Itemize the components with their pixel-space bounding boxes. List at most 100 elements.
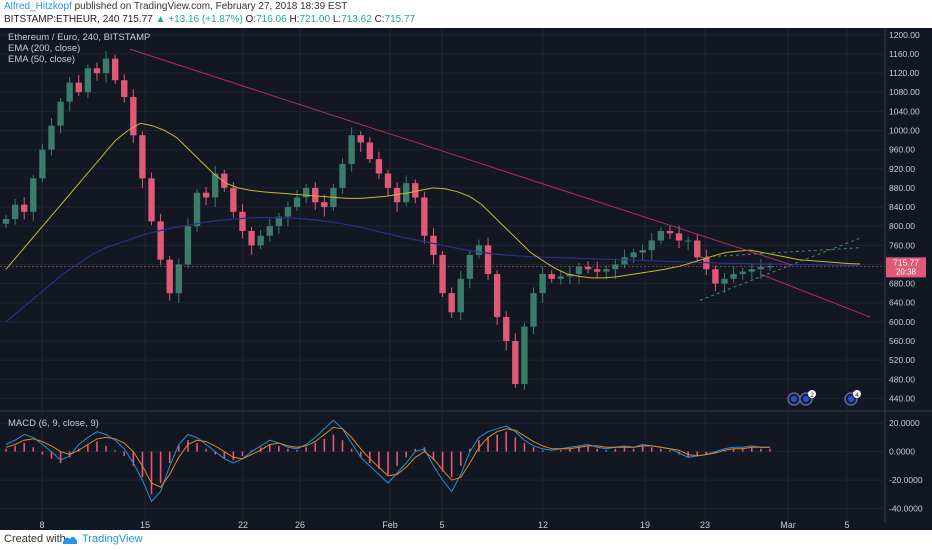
price-tick-label: 960.00 <box>889 145 915 155</box>
macd-legend: MACD (6, 9, close, 9) <box>8 418 99 429</box>
candle-body <box>730 274 737 279</box>
price-tick-label: 1160.00 <box>889 49 919 59</box>
time-tick-label: 5 <box>844 520 849 530</box>
event-count-badge <box>853 390 861 398</box>
macd-tick-label: -40.0000 <box>889 504 923 514</box>
time-tick-label: 19 <box>640 520 650 530</box>
chart-title: Ethereum / Euro, 240, BITSTAMP <box>8 32 150 43</box>
candle-body <box>430 235 437 255</box>
candle-body <box>639 250 646 253</box>
candle-body <box>530 293 537 327</box>
candle-body <box>212 173 219 198</box>
candle-body <box>748 269 755 272</box>
open-label: O: <box>245 14 257 25</box>
candle-body <box>257 235 264 246</box>
high-label: H: <box>289 14 300 25</box>
candle-body <box>475 245 483 255</box>
candle-body <box>193 192 201 227</box>
candle-body <box>321 202 328 208</box>
price-tick-label: 440.00 <box>889 393 915 403</box>
ema50-legend: EMA (50, close) <box>8 54 75 65</box>
price-change: ▲ +13.16 (+1.87%) <box>155 14 243 25</box>
candle-body <box>621 257 628 265</box>
candle-body <box>457 278 464 313</box>
resistance-trendline <box>129 48 791 265</box>
candle-body <box>375 159 383 174</box>
chart-area[interactable]: 1200.00 1160.00 1120.00 1080.00 1040.00 1000.… <box>0 28 932 530</box>
price-tick-label: 520.00 <box>889 355 915 365</box>
candle-body <box>175 264 182 294</box>
support-trendline <box>699 237 861 301</box>
candle-body <box>293 197 301 208</box>
candle-body <box>439 254 446 294</box>
candle-body <box>548 274 555 279</box>
candle-body <box>521 326 528 385</box>
open-value: 716.06 <box>256 14 287 25</box>
candle-body <box>130 96 137 136</box>
candle-body <box>102 58 110 74</box>
candle-body <box>48 125 55 150</box>
macd-tick-label: 20.0000 <box>889 418 920 428</box>
close-label: C: <box>374 14 385 25</box>
candle-body <box>575 266 583 275</box>
candle-body <box>666 230 674 234</box>
macd-signal-line <box>5 426 770 488</box>
price-tick-label: 680.00 <box>889 279 915 289</box>
event-count: 2 <box>810 392 814 399</box>
candle-body <box>39 149 46 179</box>
candle-body <box>221 173 228 188</box>
candle-body <box>230 187 237 212</box>
last-price-badge <box>886 257 926 278</box>
candle-body <box>484 245 492 275</box>
low-value: 713.62 <box>341 14 372 25</box>
candle-body <box>648 240 655 251</box>
candle-body <box>539 274 546 294</box>
candle-body <box>630 252 637 258</box>
candle-body <box>30 178 37 212</box>
macd-tick-label: -20.0000 <box>889 475 923 485</box>
time-tick-label: 5 <box>439 520 444 530</box>
candle-body <box>348 135 355 164</box>
price-tick-label: 560.00 <box>889 336 915 346</box>
ema50-line <box>5 122 861 279</box>
price-tick-label: 1200.00 <box>889 30 920 40</box>
symbol-line: BITSTAMP:ETHEUR, 240 715.77 ▲ +13.16 (+1… <box>4 14 415 25</box>
event-marker-dot <box>803 396 809 402</box>
price-tick-label: 920.00 <box>889 164 915 174</box>
candle-body <box>448 293 455 313</box>
candle-body <box>557 276 564 279</box>
tradingview-brand[interactable]: TradingView <box>82 533 143 545</box>
price-tick-label: 480.00 <box>889 374 915 384</box>
tradingview-logo-icon <box>63 536 77 544</box>
candle-body <box>594 269 601 272</box>
event-marker-dot <box>791 396 797 402</box>
candle-body <box>66 82 73 102</box>
candle-body <box>503 317 510 342</box>
time-tick-label: 26 <box>295 520 305 530</box>
candle-body <box>694 240 701 258</box>
event-count-badge <box>808 390 816 398</box>
upper-channel-line <box>699 247 861 258</box>
event-marker-dot <box>848 396 854 402</box>
candle-body <box>157 221 164 260</box>
candle-body <box>111 58 119 81</box>
candle-body <box>657 230 665 241</box>
last-price-badge-value: 715.77 <box>893 257 919 267</box>
candle-body <box>684 240 692 242</box>
created-with-text: Created with <box>4 533 66 545</box>
author-link[interactable]: Alfred_Hitzkopf <box>4 1 72 12</box>
time-tick-label: 22 <box>238 520 248 530</box>
footer: Created with TradingView <box>0 530 932 550</box>
candle-body <box>11 204 19 219</box>
candle-body <box>166 259 173 294</box>
price-tick-label: 600.00 <box>889 317 915 327</box>
candle-body <box>266 226 273 236</box>
price-tick-label: 640.00 <box>889 298 915 308</box>
candle-body <box>393 187 401 203</box>
candle-body <box>148 178 155 222</box>
publish-header: Alfred_Hitzkopf published on TradingView… <box>0 0 932 28</box>
candle-body <box>275 216 283 227</box>
projection-trendline <box>759 273 871 318</box>
candle-body <box>566 274 574 277</box>
time-tick-label: Feb <box>382 520 398 530</box>
